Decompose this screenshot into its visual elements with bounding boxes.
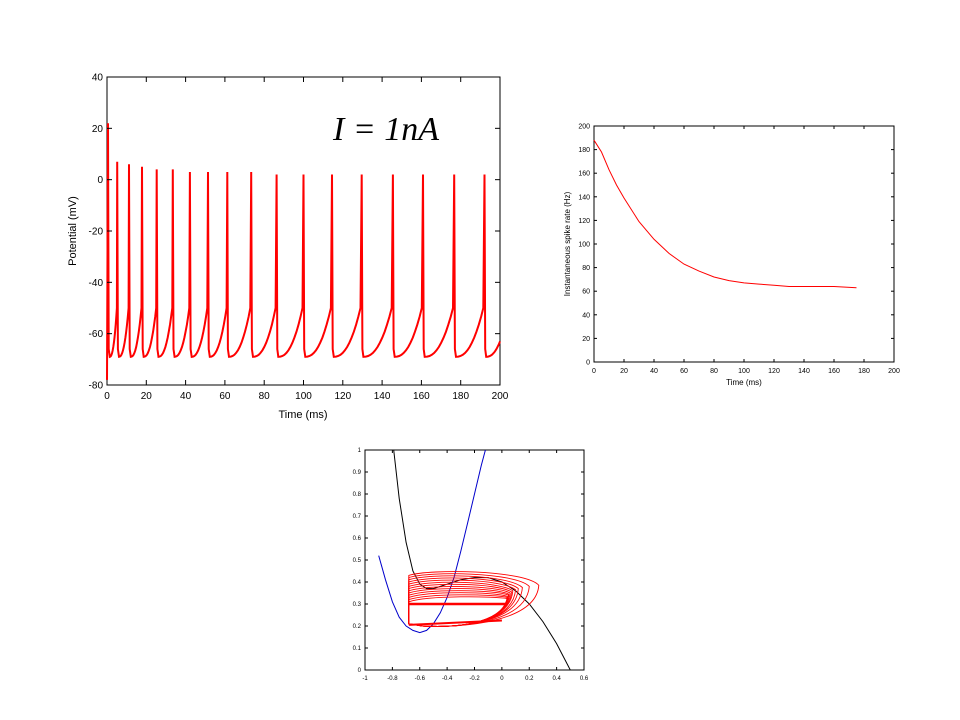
spike-rate-y-tick-label: 180	[578, 147, 590, 154]
spike-rate-x-tick-label: 200	[888, 368, 900, 375]
phase-plane-y-tick-label: 0.4	[353, 580, 362, 586]
spike-rate-x-tick-label: 80	[710, 368, 718, 375]
spike-rate-x-tick-label: 60	[680, 368, 688, 375]
potential-x-tick-label: 20	[141, 391, 153, 402]
potential-y-tick-label: -60	[89, 329, 104, 340]
potential-y-tick-label: -80	[89, 381, 104, 392]
potential-x-tick-label: 0	[104, 391, 110, 402]
potential-x-tick-label: 100	[295, 391, 312, 402]
spike-rate-y-tick-label: 80	[582, 265, 590, 272]
spike-rate-x-tick-label: 180	[858, 368, 870, 375]
potential-x-tick-label: 40	[180, 391, 192, 402]
spike-rate-y-axis-label: Instantaneous spike rate (Hz)	[563, 191, 572, 296]
spike-rate-y-tick-label: 120	[578, 218, 590, 225]
phase-plane-y-tick-label: 0.7	[353, 514, 362, 520]
spike-rate-plot-frame	[593, 125, 895, 363]
phase-plane-y-tick-label: 0.8	[353, 492, 362, 498]
potential-x-tick-label: 140	[374, 391, 391, 402]
potential-x-tick-label: 200	[492, 391, 509, 402]
spike-rate-y-tick-label: 100	[578, 241, 590, 248]
spike-rate-chart: 0 20 40 60 80 100 120 140 160 180 200 0 20 40 60 80 100 1…	[563, 123, 900, 387]
spike-rate-y-tick-label: 140	[578, 194, 590, 201]
phase-plane-y-tick-label: 0.6	[353, 536, 362, 542]
spike-rate-x-tick-label: 0	[592, 368, 596, 375]
spike-rate-y-tick-label: 160	[578, 171, 590, 178]
phase-plane-y-tick-label: 0.5	[353, 558, 362, 564]
spike-rate-y-tick-label: 0	[586, 359, 590, 366]
spike-rate-y-tick-label: 40	[582, 312, 590, 319]
potential-y-tick-label: 0	[97, 175, 103, 186]
spike-rate-y-tick-label: 20	[582, 336, 590, 343]
phase-plane-x-tick-label: -0.2	[469, 676, 480, 682]
phase-plane-x-tick-label: 0	[500, 676, 504, 682]
potential-ticks: 0 20 40 60 80 100 120 140 160 180 200 -80 -60 -40 -20 0…	[89, 73, 509, 403]
trajectory-loop	[408, 596, 508, 627]
spike-rate-ticks: 0 20 40 60 80 100 120 140 160 180 200 0 20 40 60 80 100 1…	[578, 123, 900, 375]
potential-y-axis-label: Potential (mV)	[67, 196, 79, 266]
potential-series-group	[106, 123, 501, 380]
phase-plane-x-tick-label: -0.6	[415, 676, 426, 682]
potential-x-tick-label: 120	[334, 391, 351, 402]
phase-plane-y-tick-label: 0	[358, 668, 362, 674]
potential-x-axis-label: Time (ms)	[278, 409, 327, 421]
phase-plane-y-tick-label: 0.2	[353, 624, 362, 630]
spike-rate-series-group	[593, 139, 857, 289]
spike-rate-x-tick-label: 20	[620, 368, 628, 375]
potential-chart: 0 20 40 60 80 100 120 140 160 180 200 -80 -60 -40 -20 0…	[67, 73, 509, 422]
spike-rate-x-tick-label: 40	[650, 368, 658, 375]
phase-plane-y-tick-label: 0.3	[353, 602, 362, 608]
spike-rate-x-tick-label: 140	[798, 368, 810, 375]
potential-x-tick-label: 80	[259, 391, 271, 402]
phase-plane-x-tick-label: -1	[362, 676, 368, 682]
potential-trace	[106, 123, 501, 380]
potential-y-tick-label: -40	[89, 278, 104, 289]
spike-rate-line	[593, 139, 857, 289]
spike-rate-y-tick-label: 200	[578, 123, 590, 130]
phase-plane-ticks: -1 -0.8 -0.6 -0.4 -0.2 0 0.2 0.4 0.6 0 0.1 0.2 0.3 0.…	[353, 448, 589, 682]
potential-y-tick-label: -20	[89, 227, 104, 238]
spike-rate-x-tick-label: 120	[768, 368, 780, 375]
phase-plane-y-tick-label: 0.1	[353, 646, 362, 652]
spike-rate-x-tick-label: 160	[828, 368, 840, 375]
spike-rate-y-tick-label: 60	[582, 289, 590, 296]
phase-plane-x-tick-label: 0.6	[580, 676, 589, 682]
current-annotation: I = 1nA	[332, 111, 439, 148]
phase-plane-y-tick-label: 0.9	[353, 470, 362, 476]
phase-plane-x-tick-label: 0.2	[525, 676, 534, 682]
phase-plane-chart: -1 -0.8 -0.6 -0.4 -0.2 0 0.2 0.4 0.6 0 0.1 0.2 0.3 0.…	[353, 448, 589, 682]
phase-plane-x-tick-label: -0.4	[442, 676, 453, 682]
potential-y-tick-label: 40	[92, 73, 104, 84]
phase-plane-x-tick-label: 0.4	[552, 676, 561, 682]
trajectory-lower-band	[408, 619, 502, 626]
potential-y-tick-label: 20	[92, 124, 104, 135]
phase-plane-x-tick-label: -0.8	[387, 676, 398, 682]
potential-x-tick-label: 60	[219, 391, 231, 402]
potential-x-tick-label: 180	[452, 391, 469, 402]
spike-rate-x-tick-label: 100	[738, 368, 750, 375]
phase-plane-y-tick-label: 1	[358, 448, 362, 454]
spike-rate-x-axis-label: Time (ms)	[726, 378, 762, 387]
potential-x-tick-label: 160	[413, 391, 430, 402]
phase-plane-series-group	[378, 450, 571, 670]
